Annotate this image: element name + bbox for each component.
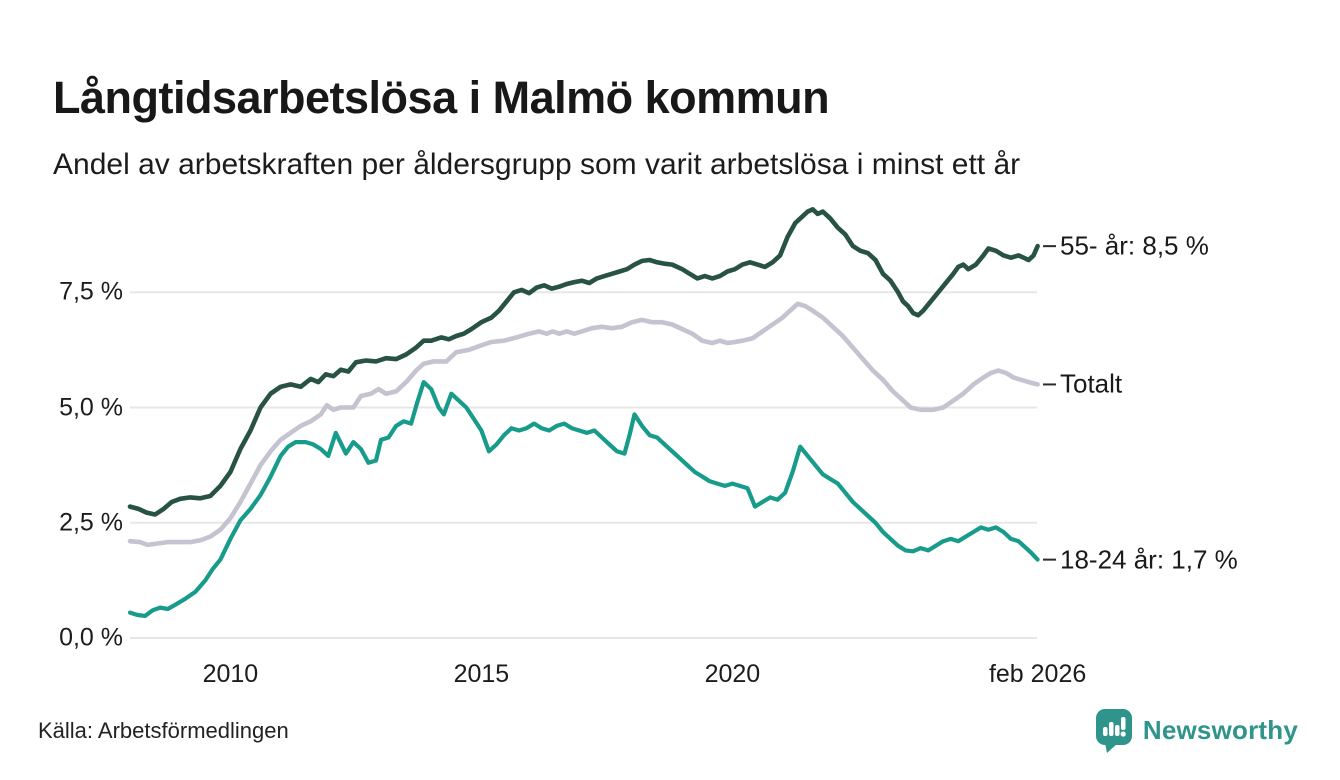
series-line-18-24 år — [127, 380, 1040, 619]
x-tick-label: 2020 — [704, 660, 761, 688]
end-label-18-24 år: 18-24 år: 1,7 % — [1060, 544, 1238, 575]
newsworthy-icon — [1095, 709, 1132, 753]
source-note: Källa: Arbetsförmedlingen — [38, 718, 289, 743]
page-subtitle: Andel av arbetskraften per åldersgrupp s… — [53, 148, 1021, 181]
end-label-Totalt: Totalt — [1060, 368, 1123, 399]
y-tick-label: 5,0 % — [59, 393, 123, 421]
page-title: Långtidsarbetslösa i Malmö kommun — [53, 72, 830, 124]
y-tick-label: 7,5 % — [59, 277, 123, 306]
y-tick-label: 0,0 % — [59, 623, 123, 652]
end-label-55- år: 55- år: 8,5 % — [1060, 230, 1209, 261]
x-tick-label: 2015 — [453, 660, 510, 688]
x-tick-label: 2010 — [202, 660, 259, 688]
brand-name: Newsworthy — [1142, 714, 1298, 745]
series-line-Totalt — [127, 301, 1040, 548]
series-line-55- år — [127, 207, 1040, 517]
y-tick-label: 2,5 % — [59, 508, 123, 537]
x-tick-label: feb 2026 — [988, 660, 1087, 688]
brand-logo: Newsworthy — [1094, 706, 1298, 754]
